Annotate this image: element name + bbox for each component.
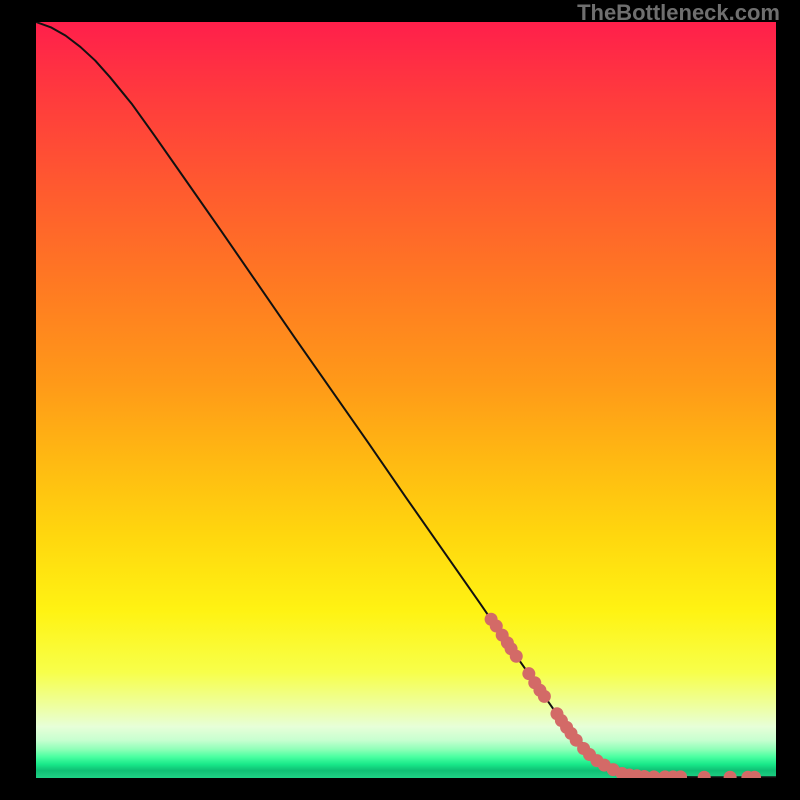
plot-area: [36, 22, 776, 778]
chart-frame: TheBottleneck.com: [0, 0, 800, 800]
watermark-text: TheBottleneck.com: [577, 0, 780, 26]
data-point: [510, 650, 523, 663]
data-point: [538, 690, 551, 703]
gradient-background: [36, 22, 776, 778]
plot-svg: [36, 22, 776, 778]
